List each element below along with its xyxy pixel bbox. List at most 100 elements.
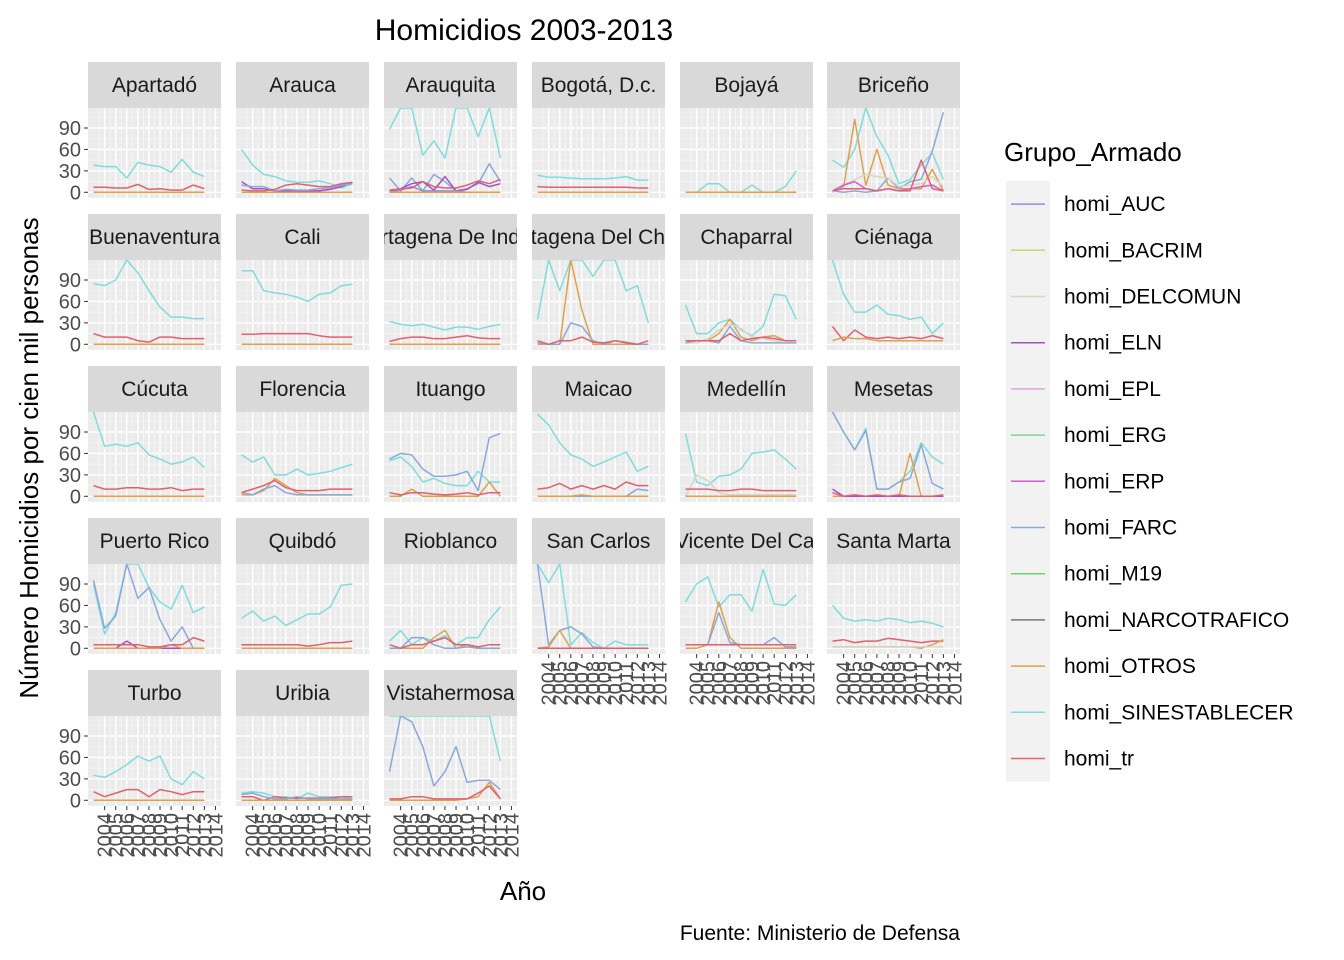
y-tick-label: 0 xyxy=(70,638,81,660)
x-tick-label: 2006 xyxy=(265,813,287,858)
facet-label: Ituango xyxy=(415,378,485,401)
facet-panel: Uribia2004200520062007200820092010201120… xyxy=(236,670,375,858)
facet-strip xyxy=(680,518,813,564)
facet-label: Cartagena Del Chairá xyxy=(497,226,700,249)
series-line-homi_SINESTABLECER xyxy=(92,412,205,469)
x-tick-label: 2014 xyxy=(205,813,227,858)
facet-strip xyxy=(384,214,517,260)
panel-lines xyxy=(241,583,353,650)
x-tick-label: 2014 xyxy=(353,813,375,858)
facet-label: Apartadó xyxy=(112,74,197,97)
facet-label: Vistahermosa xyxy=(386,682,514,705)
x-tick-label: 2009 xyxy=(889,661,911,706)
facet-panel: Arauca xyxy=(236,62,369,198)
y-tick-label: 30 xyxy=(59,769,81,791)
y-tick-label: 60 xyxy=(59,291,81,313)
facet-strip xyxy=(236,62,369,108)
facet-strip xyxy=(236,366,369,412)
facet-label: Quibdó xyxy=(269,530,337,553)
x-tick-label: 2007 xyxy=(572,661,594,706)
series-line-homi_OTROS xyxy=(685,601,797,650)
panel-lines xyxy=(831,412,944,498)
facet-label: San Carlos xyxy=(547,530,651,553)
x-tick-label: 2013 xyxy=(933,661,955,706)
series-line-homi_SINESTABLECER xyxy=(388,108,502,159)
facet-strip xyxy=(384,62,517,108)
y-axis-title: Número Homicidios por cien mil personas xyxy=(14,217,44,698)
facet-panel: Mesetas xyxy=(827,366,960,502)
facet-panel: Arauquita xyxy=(384,62,517,198)
series-line-homi_tr xyxy=(832,159,944,192)
x-tick-label: 2006 xyxy=(856,661,878,706)
x-tick-label: 2006 xyxy=(117,813,139,858)
x-tick-label: 2013 xyxy=(342,813,364,858)
legend-item: homi_ERG xyxy=(1011,424,1167,447)
y-tick-label: 90 xyxy=(59,726,81,748)
series-line-homi_SINESTABLECER xyxy=(831,260,944,335)
x-tick-label: 2014 xyxy=(944,661,966,706)
panel-lines xyxy=(536,413,649,498)
legend-label: homi_EPL xyxy=(1064,378,1161,401)
series-line-homi_SINESTABLECER xyxy=(684,568,797,612)
series-line-homi_SINESTABLECER xyxy=(684,433,797,487)
series-line-homi_tr xyxy=(241,332,353,338)
x-tick-label: 2008 xyxy=(878,661,900,706)
facet-strip xyxy=(384,670,517,716)
panel-lines xyxy=(685,170,798,194)
x-tick-label: 2009 xyxy=(742,661,764,706)
legend-label: homi_ELN xyxy=(1064,332,1162,355)
x-tick-label: 2013 xyxy=(194,813,216,858)
legend-label: homi_SINESTABLECER xyxy=(1064,701,1294,724)
legend-label: homi_AUC xyxy=(1064,193,1166,216)
facet-strip xyxy=(680,62,813,108)
x-tick-label: 2007 xyxy=(276,813,298,858)
facet-strip xyxy=(384,366,517,412)
y-tick-label: 30 xyxy=(59,617,81,639)
x-tick-label: 2011 xyxy=(616,661,638,704)
x-tick-label: 2004 xyxy=(687,661,709,706)
legend-label: homi_NARCOTRAFICO xyxy=(1064,609,1289,632)
legend-label: homi_M19 xyxy=(1064,563,1162,586)
x-tick-label: 2008 xyxy=(731,661,753,706)
x-tick-label: 2012 xyxy=(627,661,649,706)
facet-panel: Cartagena Del Chairá xyxy=(497,214,700,350)
x-tick-label: 2008 xyxy=(287,813,309,858)
x-tick-label: 2012 xyxy=(922,661,944,706)
facet-strip xyxy=(88,518,221,564)
facet-label: Santa Marta xyxy=(836,530,951,553)
legend-item: homi_SINESTABLECER xyxy=(1011,701,1294,724)
x-tick-label: 2007 xyxy=(867,661,889,706)
series-line-homi_tr xyxy=(241,795,353,802)
series-line-homi_tr xyxy=(241,640,353,647)
legend-label: homi_DELCOMUN xyxy=(1064,286,1241,309)
facet-label: Ciénaga xyxy=(854,226,933,249)
x-axis-title: Año xyxy=(500,876,546,906)
series-line-homi_OTROS xyxy=(93,643,205,650)
series-line-homi_tr xyxy=(537,185,649,189)
facet-strip xyxy=(827,62,960,108)
facet-strip xyxy=(88,214,221,260)
facet-strip xyxy=(88,366,221,412)
series-line-homi_ELN xyxy=(241,180,353,192)
x-tick-label: 2010 xyxy=(753,661,775,706)
series-line-homi_tr xyxy=(389,785,501,800)
facet-label: Mesetas xyxy=(854,378,933,401)
series-line-homi_FARC xyxy=(241,182,353,192)
facet-label: Bogotá, D.c. xyxy=(541,74,657,97)
facet-label: Turbo xyxy=(127,682,181,705)
facet-strip xyxy=(680,366,813,412)
facet-strip xyxy=(88,670,221,716)
x-tick-label: 2009 xyxy=(150,813,172,858)
panel-lines xyxy=(832,108,945,194)
series-line-homi_tr xyxy=(389,178,501,191)
legend-item: homi_NARCOTRAFICO xyxy=(1011,609,1289,632)
panel-lines xyxy=(537,174,649,194)
y-tick-label: 90 xyxy=(59,574,81,596)
x-tick-label: 2004 xyxy=(391,813,413,858)
facet-panel: Medellín xyxy=(680,366,813,502)
series-line-homi_SINESTABLECER xyxy=(684,293,798,337)
series-line-homi_tr xyxy=(831,325,944,342)
x-tick-label: 2011 xyxy=(764,661,786,704)
